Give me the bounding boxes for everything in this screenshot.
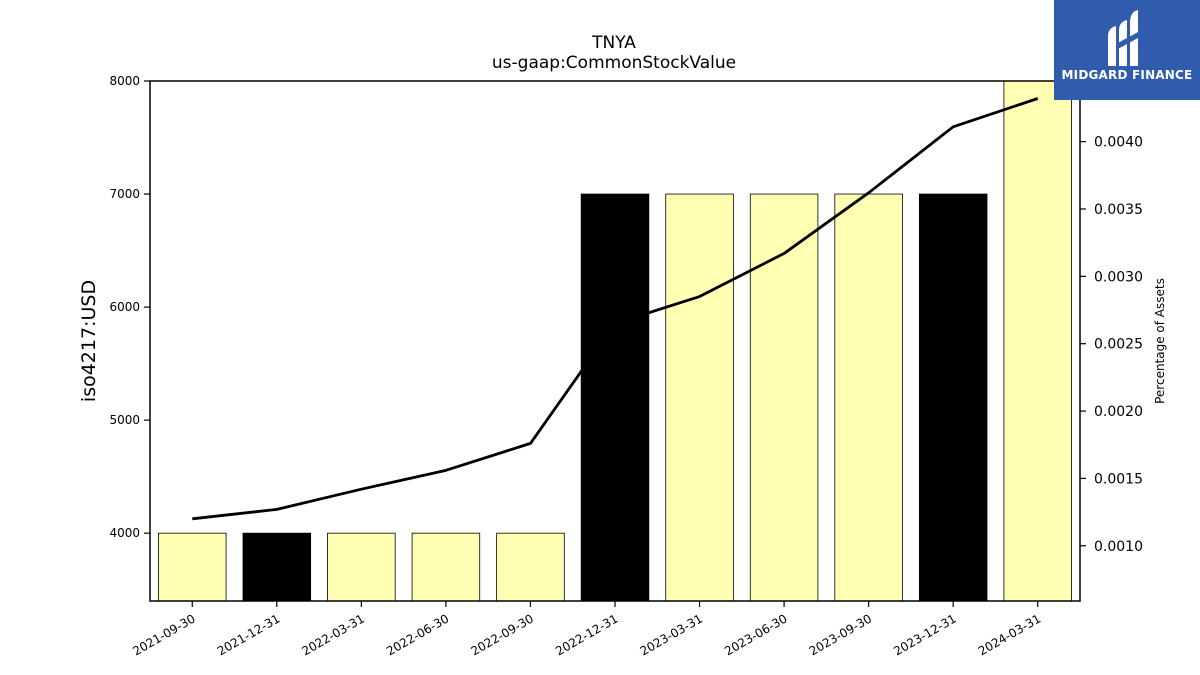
x-tick-label: 2024-03-31 bbox=[976, 611, 1043, 658]
logo-text: MIDGARD FINANCE bbox=[1061, 68, 1193, 82]
y-axis: 4000 5000 6000 7000 8000 bbox=[109, 74, 150, 540]
bar-2022-06-30 bbox=[411, 532, 481, 602]
x-tick-label: 2021-09-30 bbox=[130, 611, 197, 658]
y2-tick-label: 0.0025 bbox=[1094, 337, 1143, 353]
y-tick-label: 4000 bbox=[109, 526, 140, 540]
y2-axis-label: Percentage of Assets bbox=[1153, 278, 1167, 404]
x-tick-label: 2023-03-31 bbox=[638, 611, 705, 658]
x-tick-label: 2023-09-30 bbox=[807, 611, 874, 658]
bar-2022-03-31 bbox=[327, 532, 396, 602]
bar-2023-09-30 bbox=[834, 193, 903, 602]
y2-tick-label: 0.0035 bbox=[1094, 202, 1143, 218]
bar-2021-09-30 bbox=[158, 532, 227, 602]
y2-tick-label: 0.0015 bbox=[1094, 471, 1143, 487]
y-axis-label: iso4217:USD bbox=[78, 280, 100, 402]
chart-title: TNYA bbox=[591, 33, 636, 53]
bar-2021-12-31 bbox=[242, 532, 312, 602]
y-tick-label: 8000 bbox=[109, 74, 140, 88]
y-tick-label: 6000 bbox=[109, 300, 140, 314]
percentage-of-assets-line bbox=[192, 97, 1039, 521]
y2-tick-label: 0.0020 bbox=[1094, 404, 1143, 420]
x-tick-label: 2023-06-30 bbox=[722, 611, 789, 658]
bar-2023-12-31 bbox=[918, 193, 988, 602]
y-tick-label: 7000 bbox=[109, 187, 140, 201]
y2-tick-label: 0.0040 bbox=[1094, 135, 1143, 151]
x-tick-label: 2023-12-31 bbox=[891, 611, 958, 658]
bar-2022-09-30 bbox=[496, 532, 565, 602]
bar-2023-03-31 bbox=[665, 193, 734, 602]
y2-tick-label: 0.0030 bbox=[1094, 269, 1143, 285]
y-tick-label: 5000 bbox=[109, 413, 140, 427]
y2-tick-label: 0.0010 bbox=[1094, 539, 1143, 555]
bars-group bbox=[158, 80, 1072, 602]
bar-2024-03-31 bbox=[1003, 80, 1072, 602]
bar-2023-06-30 bbox=[749, 193, 819, 602]
x-tick-label: 2021-12-31 bbox=[215, 611, 282, 658]
x-tick-label: 2022-12-31 bbox=[553, 611, 620, 658]
x-axis: 2021-09-30 2021-12-31 2022-03-31 2022-06-30… bbox=[130, 601, 1043, 658]
midgard-finance-logo: MIDGARD FINANCE bbox=[1054, 0, 1200, 100]
bar-2022-12-31 bbox=[580, 193, 650, 602]
x-tick-label: 2022-03-31 bbox=[299, 611, 366, 658]
x-tick-label: 2022-06-30 bbox=[384, 611, 451, 658]
y2-axis: 0.0010 0.0015 0.0020 0.0025 0.0030 0.0035 0.00… bbox=[1080, 135, 1143, 555]
midgard-logo-icon bbox=[1108, 10, 1138, 66]
chart-subtitle: us-gaap:CommonStockValue bbox=[492, 53, 736, 73]
x-tick-label: 2022-09-30 bbox=[469, 611, 536, 658]
line-group bbox=[192, 97, 1039, 521]
